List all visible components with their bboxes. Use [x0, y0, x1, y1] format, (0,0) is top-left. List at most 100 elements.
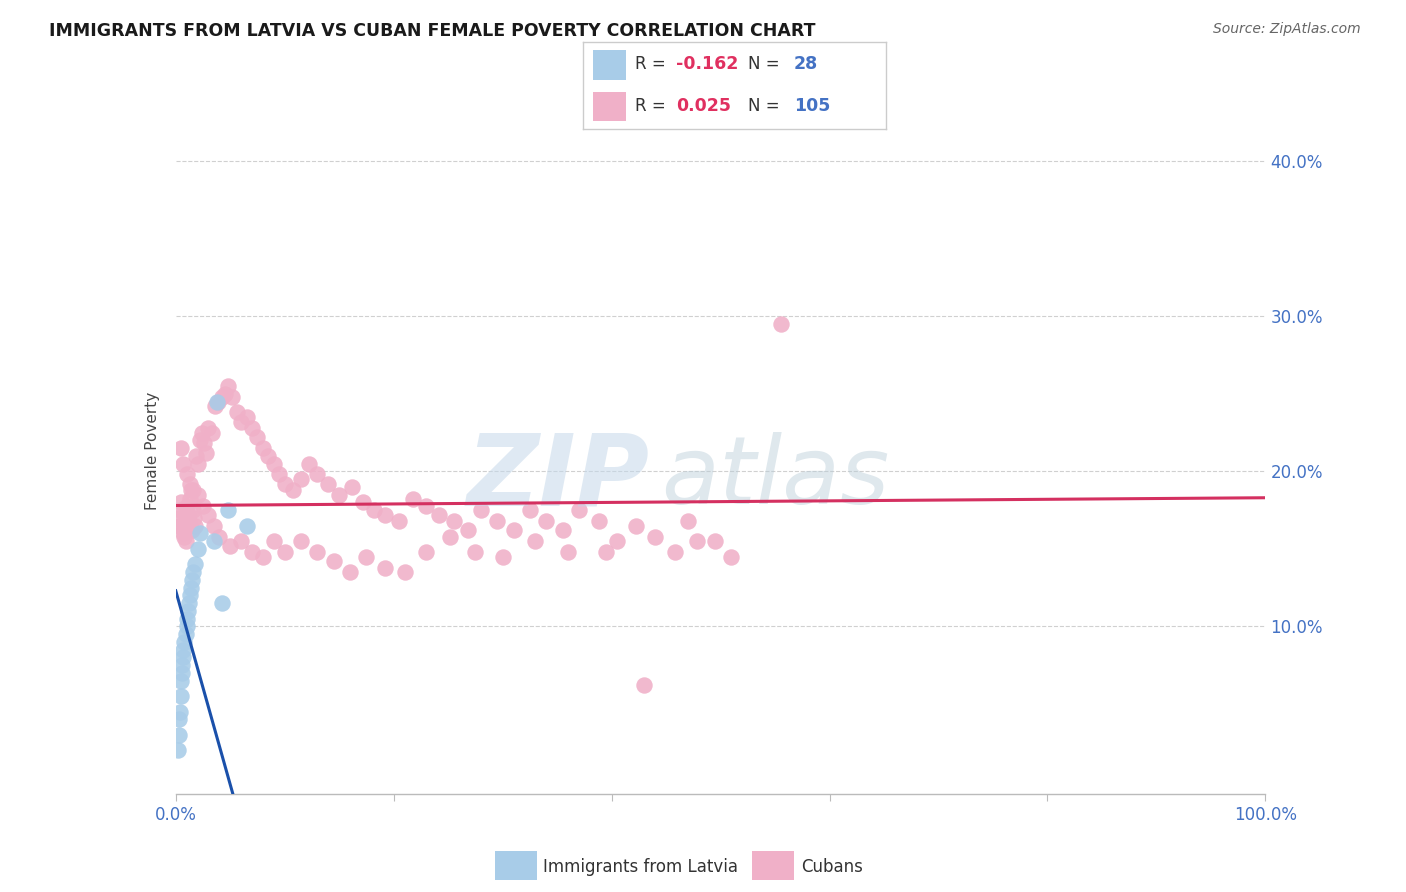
- Point: [269, 467, 291, 482]
- Y-axis label: Female Poverty: Female Poverty: [145, 392, 160, 509]
- Point: [595, 545, 617, 559]
- Point: [470, 503, 492, 517]
- Text: R =: R =: [636, 55, 671, 73]
- Point: [524, 534, 547, 549]
- Text: N =: N =: [748, 55, 785, 73]
- Point: [197, 508, 219, 522]
- Point: [176, 619, 198, 633]
- Point: [322, 554, 344, 568]
- Point: [172, 518, 194, 533]
- Point: [173, 635, 195, 649]
- Point: [184, 558, 207, 572]
- Point: [207, 394, 229, 409]
- Point: [217, 379, 239, 393]
- Point: [290, 534, 312, 549]
- Point: [180, 581, 202, 595]
- Point: [568, 503, 591, 517]
- Point: [167, 713, 190, 727]
- Point: [177, 604, 200, 618]
- Text: ZIP: ZIP: [467, 429, 650, 526]
- Point: [283, 483, 305, 497]
- Point: [197, 421, 219, 435]
- Point: [415, 545, 437, 559]
- Point: [274, 545, 297, 559]
- Point: [219, 539, 242, 553]
- Point: [307, 467, 329, 482]
- Point: [307, 545, 329, 559]
- Point: [388, 514, 411, 528]
- Point: [429, 508, 451, 522]
- Point: [624, 518, 647, 533]
- Point: [169, 705, 191, 719]
- Point: [374, 560, 396, 574]
- Point: [606, 534, 628, 549]
- Point: [720, 549, 742, 564]
- Point: [172, 650, 194, 665]
- Point: [170, 441, 193, 455]
- Point: [176, 612, 198, 626]
- Point: [186, 488, 209, 502]
- Point: [167, 743, 190, 757]
- Point: [191, 499, 214, 513]
- Point: [231, 534, 253, 549]
- Point: [177, 508, 200, 522]
- Point: [704, 534, 727, 549]
- Point: [363, 503, 385, 517]
- Text: Immigrants from Latvia: Immigrants from Latvia: [543, 858, 738, 876]
- Point: [502, 524, 524, 538]
- Point: [181, 573, 204, 587]
- Point: [274, 476, 297, 491]
- Point: [240, 421, 263, 435]
- Point: [179, 589, 201, 603]
- Point: [211, 390, 233, 404]
- Point: [183, 511, 205, 525]
- Point: [492, 549, 515, 564]
- Point: [339, 565, 361, 579]
- Point: [211, 596, 233, 610]
- Text: -0.162: -0.162: [676, 55, 738, 73]
- Text: IMMIGRANTS FROM LATVIA VS CUBAN FEMALE POVERTY CORRELATION CHART: IMMIGRANTS FROM LATVIA VS CUBAN FEMALE P…: [49, 22, 815, 40]
- Point: [769, 317, 792, 331]
- Point: [179, 492, 201, 507]
- Point: [167, 518, 190, 533]
- Point: [217, 503, 239, 517]
- Point: [235, 518, 257, 533]
- Point: [551, 524, 574, 538]
- Point: [170, 673, 193, 688]
- Point: [257, 449, 280, 463]
- Text: atlas: atlas: [661, 433, 889, 524]
- Bar: [592, 50, 626, 79]
- Point: [439, 529, 461, 543]
- Point: [170, 689, 193, 703]
- Point: [201, 425, 224, 440]
- Point: [181, 483, 204, 497]
- Point: [534, 514, 557, 528]
- Point: [172, 658, 194, 673]
- Point: [180, 483, 202, 497]
- Point: [167, 728, 190, 742]
- Point: [172, 642, 194, 657]
- Point: [356, 549, 378, 564]
- Point: [328, 488, 350, 502]
- Text: R =: R =: [636, 97, 671, 115]
- Point: [231, 415, 253, 429]
- Point: [208, 529, 231, 543]
- Point: [176, 499, 198, 513]
- Point: [318, 476, 340, 491]
- Point: [443, 514, 465, 528]
- Point: [290, 472, 312, 486]
- Point: [588, 514, 610, 528]
- Point: [457, 524, 479, 538]
- Point: [676, 514, 699, 528]
- Point: [174, 627, 197, 641]
- Point: [298, 457, 321, 471]
- Point: [173, 529, 195, 543]
- Point: [186, 457, 209, 471]
- Point: [170, 495, 193, 509]
- Point: [246, 430, 269, 444]
- Point: [172, 665, 194, 680]
- Point: [252, 441, 274, 455]
- Point: [169, 503, 191, 517]
- Point: [204, 399, 226, 413]
- Text: Source: ZipAtlas.com: Source: ZipAtlas.com: [1213, 22, 1361, 37]
